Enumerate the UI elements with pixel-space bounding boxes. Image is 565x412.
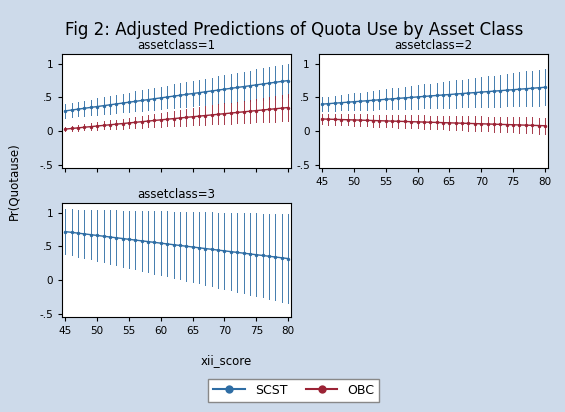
Text: xii_score: xii_score: [201, 354, 251, 367]
Text: Pr(Quotause): Pr(Quotause): [7, 143, 21, 220]
Title: assetclass=2: assetclass=2: [394, 40, 472, 52]
Text: Fig 2: Adjusted Predictions of Quota Use by Asset Class: Fig 2: Adjusted Predictions of Quota Use…: [64, 21, 523, 39]
Legend: SCST, OBC: SCST, OBC: [208, 379, 379, 402]
Title: assetclass=3: assetclass=3: [138, 188, 216, 201]
Title: assetclass=1: assetclass=1: [138, 40, 216, 52]
